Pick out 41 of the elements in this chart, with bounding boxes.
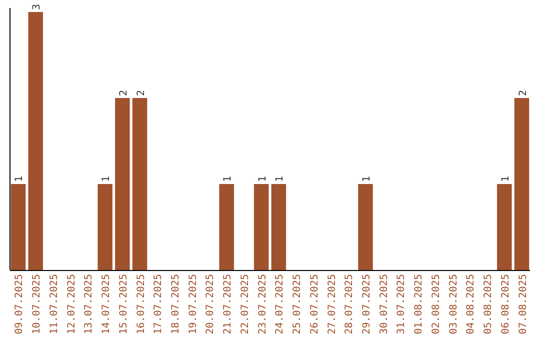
x-tick-label: 31.07.2025 <box>396 274 408 334</box>
x-tick-label: 25.07.2025 <box>292 274 304 334</box>
data-label: 1 <box>361 176 372 182</box>
x-tick-label: 26.07.2025 <box>309 274 320 334</box>
x-tick-label: 28.07.2025 <box>344 274 356 334</box>
x-tick-label: 03.08.2025 <box>448 274 460 334</box>
x-tick-label: 27.07.2025 <box>326 274 338 334</box>
x-tick-label: 02.08.2025 <box>430 274 442 334</box>
x-tick-label: 12.07.2025 <box>66 274 78 334</box>
x-tick-label: 10.07.2025 <box>32 274 43 334</box>
data-label: 1 <box>500 176 512 182</box>
x-tick-label: 30.07.2025 <box>378 274 390 334</box>
x-tick-label: 22.07.2025 <box>240 274 251 334</box>
x-tick-label: 14.07.2025 <box>101 274 112 334</box>
data-label: 1 <box>14 176 26 182</box>
x-tick-label: 23.07.2025 <box>257 274 268 334</box>
x-tick-label: 01.08.2025 <box>414 274 425 334</box>
data-label: 2 <box>518 90 529 96</box>
data-label: 3 <box>32 4 43 10</box>
x-tick-label: 09.07.2025 <box>14 274 26 334</box>
x-tick-label: 04.08.2025 <box>466 274 477 334</box>
x-tick-label: 20.07.2025 <box>205 274 216 334</box>
x-tick-label: 07.08.2025 <box>518 274 529 334</box>
data-label: 1 <box>222 176 234 182</box>
data-label: 1 <box>274 176 286 182</box>
data-label: 2 <box>136 90 147 96</box>
x-tick-label: 24.07.2025 <box>274 274 286 334</box>
x-tick-label: 13.07.2025 <box>84 274 95 334</box>
x-tick-label: 05.08.2025 <box>483 274 494 334</box>
x-tick-label: 19.07.2025 <box>188 274 199 334</box>
data-label: 2 <box>118 90 130 96</box>
x-tick-label: 11.07.2025 <box>48 274 60 334</box>
x-tick-label: 21.07.2025 <box>222 274 234 334</box>
x-tick-label: 29.07.2025 <box>361 274 372 334</box>
x-tick-label: 17.07.2025 <box>153 274 164 334</box>
data-label: 1 <box>257 176 268 182</box>
x-tick-label: 16.07.2025 <box>136 274 147 334</box>
x-tick-label: 18.07.2025 <box>170 274 182 334</box>
data-label: 1 <box>101 176 112 182</box>
x-tick-label: 15.07.2025 <box>118 274 130 334</box>
x-tick-label: 06.08.2025 <box>500 274 512 334</box>
